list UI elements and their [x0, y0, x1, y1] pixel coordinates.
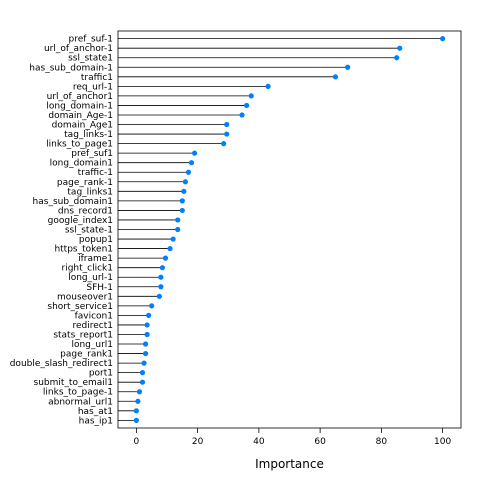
category-label: page_rank1: [60, 350, 113, 360]
x-tick-label: 80: [376, 437, 388, 447]
data-point: [133, 408, 139, 414]
category-label: google_index1: [48, 216, 113, 226]
data-point: [136, 389, 143, 395]
category-label: page_rank-1: [57, 178, 113, 188]
category-label: url_of_anchor-1: [44, 44, 113, 54]
data-point: [181, 188, 187, 194]
data-point: [265, 83, 271, 89]
category-label: dns_record1: [58, 206, 113, 216]
data-point: [139, 370, 146, 376]
data-point: [142, 341, 149, 347]
data-point: [146, 312, 152, 318]
data-point: [224, 131, 230, 137]
category-label: tag_links1: [67, 187, 113, 197]
category-label: long_domain1: [50, 159, 113, 169]
category-label: domain_Age1: [52, 121, 113, 131]
data-point: [345, 64, 351, 70]
category-label: abnormal_url1: [48, 397, 113, 407]
data-point: [167, 245, 173, 252]
x-tick-label: 100: [434, 437, 451, 447]
data-point: [135, 398, 141, 404]
category-label: traffic-1: [78, 168, 113, 178]
category-label: domain_Age-1: [48, 111, 113, 121]
category-label: iframe1: [78, 254, 113, 264]
category-label: has_sub_domain1: [33, 197, 113, 207]
x-tick-label: 0: [134, 437, 140, 447]
category-label: stats_report1: [53, 330, 113, 340]
data-point: [182, 179, 188, 185]
data-point: [224, 121, 230, 128]
data-point: [158, 274, 164, 280]
x-axis-title: Importance: [255, 457, 324, 471]
data-point: [394, 55, 400, 61]
category-label: url_of_anchor1: [47, 92, 113, 102]
category-label: long_domain-1: [46, 101, 113, 111]
category-label: right_click1: [62, 264, 113, 274]
data-point: [440, 36, 446, 42]
data-point: [332, 74, 339, 80]
category-label: has_sub_domain-1: [29, 63, 113, 73]
category-label: req_url-1: [73, 82, 113, 92]
data-point: [221, 141, 227, 147]
category-labels: pref_suf-1url_of_anchor-1ssl_state1has_s…: [10, 35, 113, 427]
category-label: favicon1: [75, 311, 113, 321]
category-label: pref_suf-1: [69, 35, 113, 45]
category-label: SFH-1: [86, 283, 113, 293]
data-point: [144, 322, 150, 328]
category-label: submit_to_email1: [34, 378, 113, 388]
data-point: [239, 112, 245, 118]
category-label: long_url-1: [68, 273, 113, 283]
plot-area: [117, 30, 462, 429]
data-point: [397, 45, 403, 51]
category-label: popup1: [79, 235, 113, 245]
category-label: pref_suf1: [71, 149, 113, 159]
category-label: redirect1: [73, 321, 114, 331]
x-tick-label: 20: [192, 437, 204, 447]
x-axis: 0 20 40 60 80 100: [134, 428, 451, 447]
data-point: [188, 160, 195, 166]
category-label: ssl_state1: [68, 54, 113, 64]
data-point: [142, 350, 149, 357]
category-label: has_at1: [78, 407, 113, 417]
category-label: port1: [89, 369, 113, 379]
category-label: traffic1: [81, 73, 113, 83]
data-point: [133, 417, 139, 423]
category-label: links_to_page1: [46, 140, 113, 150]
data-point: [175, 226, 181, 233]
category-label: tag_links-1: [64, 130, 113, 140]
data-point: [170, 236, 176, 242]
data-point: [248, 93, 254, 99]
data-point: [149, 303, 155, 309]
category-label: https_token1: [54, 245, 113, 255]
category-label: long_url1: [71, 340, 113, 350]
data-point: [156, 293, 162, 299]
category-label: has_ip1: [79, 416, 113, 426]
data-point: [191, 150, 198, 156]
data-point: [185, 169, 192, 175]
category-label: mouseover1: [57, 292, 113, 302]
category-label: ssl_state-1: [65, 226, 113, 236]
data-point: [179, 198, 185, 204]
data-point: [158, 284, 164, 290]
data-point: [162, 255, 169, 261]
data-point: [179, 207, 185, 214]
data-point: [175, 217, 181, 223]
x-tick-label: 60: [314, 437, 326, 447]
data-point: [141, 360, 147, 366]
x-tick-label: 40: [253, 437, 265, 447]
category-label: short_service1: [47, 302, 113, 312]
data-point: [159, 265, 166, 271]
data-point: [244, 102, 250, 109]
data-point: [139, 379, 146, 385]
data-point: [144, 331, 150, 338]
category-label: links_to_page-1: [43, 388, 113, 398]
category-label: double_slash_redirect1: [10, 359, 113, 369]
